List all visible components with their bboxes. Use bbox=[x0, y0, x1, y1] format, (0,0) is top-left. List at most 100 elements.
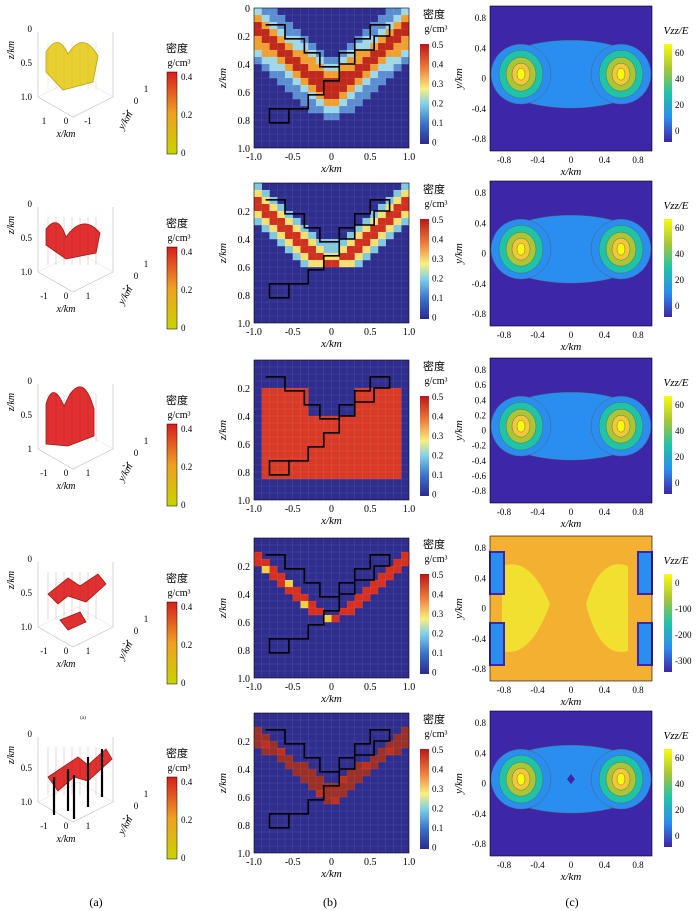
heatmap-cell bbox=[378, 71, 386, 79]
heatmap-cell bbox=[362, 762, 371, 770]
x-tick: -0.4 bbox=[530, 155, 545, 165]
y-tick: 0.4 bbox=[475, 573, 487, 583]
heatmap-cell bbox=[393, 472, 402, 480]
contour-level bbox=[616, 242, 626, 256]
heatmap-cell bbox=[323, 444, 332, 452]
heatmap-cell bbox=[292, 451, 301, 459]
y-tick: -0.8 bbox=[472, 486, 487, 496]
cbar-title: 密度 bbox=[166, 216, 188, 230]
cbar-title: Vzz/E bbox=[663, 377, 688, 389]
heatmap-cell bbox=[378, 430, 386, 438]
heatmap-cell bbox=[362, 50, 371, 58]
z-tick: 0.5 bbox=[21, 233, 33, 243]
heatmap-cell bbox=[254, 29, 262, 37]
heatmap-cell bbox=[370, 71, 379, 79]
x-tick: 0 bbox=[569, 507, 574, 517]
heatmap-cell bbox=[308, 423, 317, 431]
heatmap-cell bbox=[401, 36, 410, 44]
heatmap-cell bbox=[269, 395, 278, 403]
heatmap-cell bbox=[269, 430, 278, 438]
heatmap-cell bbox=[308, 260, 317, 268]
heatmap-cell bbox=[292, 218, 301, 226]
heatmap-cell bbox=[269, 423, 278, 431]
heatmap-cell bbox=[292, 416, 301, 424]
heatmap-cell bbox=[401, 8, 410, 16]
heatmap-cell bbox=[300, 769, 309, 777]
heatmap-cell bbox=[308, 444, 317, 452]
heatmap-cell bbox=[285, 22, 293, 30]
axis-label-z: z/km bbox=[217, 420, 229, 441]
heatmap-cell bbox=[347, 85, 355, 93]
heatmap-cell bbox=[339, 465, 348, 473]
heatmap-cell bbox=[362, 395, 371, 403]
cbar-tick: 40 bbox=[675, 426, 685, 436]
z-tick: 1.0 bbox=[21, 267, 33, 277]
heatmap-cell bbox=[378, 239, 386, 247]
heatmap-frame bbox=[253, 182, 410, 324]
heatmap-cell bbox=[393, 8, 402, 16]
axis-label-x: x/km bbox=[560, 341, 582, 353]
box-outline bbox=[37, 384, 114, 470]
cbar-tick: 0 bbox=[675, 831, 680, 841]
heatmap-cell bbox=[316, 451, 324, 459]
heatmap-cell bbox=[385, 430, 394, 438]
cbar-tick: 0 bbox=[675, 578, 680, 588]
x-tick: 1 bbox=[86, 468, 91, 478]
heatmap-cell bbox=[277, 395, 286, 403]
y-tick: 0 bbox=[482, 74, 487, 84]
heatmap-cell bbox=[370, 437, 379, 445]
cbar-title: Vzz/E bbox=[663, 555, 688, 567]
heatmap-cell bbox=[254, 57, 262, 65]
x-tick: 0 bbox=[329, 504, 334, 515]
heatmap-cell bbox=[385, 218, 394, 226]
heatmap-cell bbox=[300, 232, 309, 240]
heatmap-cell bbox=[378, 748, 386, 756]
heatmap-cell bbox=[261, 559, 270, 567]
heatmap-cell bbox=[308, 78, 317, 86]
colorbar bbox=[166, 246, 178, 330]
heatmap-cell bbox=[308, 57, 317, 65]
z-tick: 1.0 bbox=[21, 797, 33, 807]
heatmap-cell bbox=[277, 465, 286, 473]
heatmap-cell bbox=[285, 64, 293, 72]
contour-frame bbox=[489, 710, 653, 857]
box-outline bbox=[37, 737, 114, 823]
heatmap-cell bbox=[347, 465, 355, 473]
heatmap-cell bbox=[308, 601, 317, 609]
cbar-title: 密度 bbox=[166, 41, 188, 55]
heatmap-cell bbox=[285, 409, 293, 417]
heatmap-cell bbox=[347, 232, 355, 240]
heatmap-cell bbox=[339, 458, 348, 466]
heatmap-cell bbox=[378, 409, 386, 417]
heatmap-cell bbox=[347, 608, 355, 616]
heatmap-cell bbox=[393, 64, 402, 72]
heatmap-cell bbox=[354, 395, 363, 403]
heatmap-cell bbox=[331, 451, 340, 459]
axis-label-x: x/km bbox=[560, 871, 582, 883]
heatmap-cell bbox=[347, 601, 355, 609]
heatmap-cell bbox=[354, 762, 363, 770]
z-tick: 1.0 bbox=[21, 92, 33, 102]
axis-label-x: x/km bbox=[560, 166, 582, 178]
contour-level bbox=[516, 67, 526, 81]
heatmap-cell bbox=[316, 458, 324, 466]
heatmap-cell bbox=[316, 253, 324, 261]
heatmap-cell bbox=[393, 451, 402, 459]
heatmap-cell bbox=[362, 388, 371, 396]
heatmap-cell bbox=[354, 451, 363, 459]
cbar-tick: 0.2 bbox=[181, 285, 192, 295]
heatmap-cell bbox=[393, 22, 402, 30]
heatmap-cell bbox=[362, 78, 371, 86]
heatmap-cell bbox=[362, 232, 371, 240]
contour-edge-blob bbox=[637, 551, 653, 595]
x-tick: 0 bbox=[64, 821, 69, 831]
heatmap-cell bbox=[354, 594, 363, 602]
heatmap-cell bbox=[385, 64, 394, 72]
heatmap-cell bbox=[378, 395, 386, 403]
heatmap-cell bbox=[354, 423, 363, 431]
z-tick: 0.6 bbox=[238, 88, 251, 99]
heatmap-cell bbox=[292, 253, 301, 261]
heatmap-cell bbox=[292, 402, 301, 410]
